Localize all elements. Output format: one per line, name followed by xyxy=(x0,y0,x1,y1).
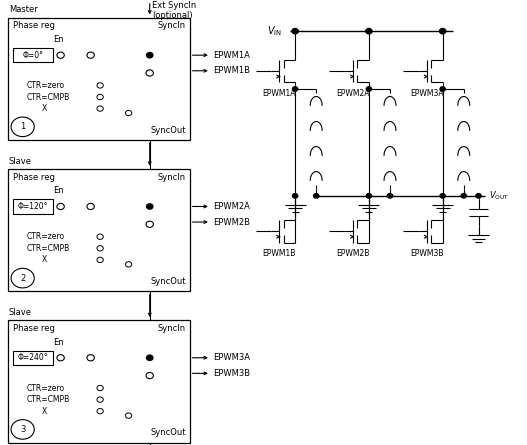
Circle shape xyxy=(11,117,34,137)
Circle shape xyxy=(314,194,319,198)
Circle shape xyxy=(292,28,298,34)
Text: CTR=CMPB: CTR=CMPB xyxy=(26,395,70,404)
Text: Slave: Slave xyxy=(9,157,32,166)
Text: EPWM2A: EPWM2A xyxy=(213,202,250,211)
Text: EPWM1A: EPWM1A xyxy=(262,89,296,98)
Text: Slave: Slave xyxy=(9,308,32,317)
Circle shape xyxy=(146,221,153,227)
Text: SyncIn: SyncIn xyxy=(158,324,186,333)
Circle shape xyxy=(97,83,103,88)
Text: En: En xyxy=(53,338,64,347)
Circle shape xyxy=(366,87,372,91)
Text: En: En xyxy=(53,35,64,44)
Circle shape xyxy=(440,87,445,91)
Bar xyxy=(13,351,53,365)
Circle shape xyxy=(476,194,481,198)
Text: EPWM3B: EPWM3B xyxy=(213,369,250,378)
Bar xyxy=(8,18,190,140)
Circle shape xyxy=(366,28,372,34)
Text: EPWM3A: EPWM3A xyxy=(410,89,444,98)
Circle shape xyxy=(57,52,64,58)
Circle shape xyxy=(366,194,372,198)
Text: $V_{\mathrm{IN}}$: $V_{\mathrm{IN}}$ xyxy=(267,24,282,38)
Text: CTR=zero: CTR=zero xyxy=(26,232,64,241)
Circle shape xyxy=(461,194,466,198)
Circle shape xyxy=(147,204,153,209)
Circle shape xyxy=(440,28,446,34)
Circle shape xyxy=(97,234,103,239)
Bar xyxy=(8,320,190,443)
Text: EPWM2B: EPWM2B xyxy=(336,249,370,258)
Text: EPWM1B: EPWM1B xyxy=(262,249,296,258)
Text: CTR=zero: CTR=zero xyxy=(26,81,64,90)
Circle shape xyxy=(146,372,153,379)
Circle shape xyxy=(87,52,94,58)
Circle shape xyxy=(97,409,103,414)
Circle shape xyxy=(147,53,153,58)
Text: X: X xyxy=(42,255,47,264)
Text: EPWM3A: EPWM3A xyxy=(213,353,250,362)
Text: EPWM2B: EPWM2B xyxy=(213,218,250,227)
Text: X: X xyxy=(42,407,47,416)
Text: SyncOut: SyncOut xyxy=(150,429,186,437)
Text: EPWM2A: EPWM2A xyxy=(336,89,370,98)
Bar xyxy=(13,199,53,214)
Text: Φ=0°: Φ=0° xyxy=(23,51,43,60)
Text: SyncIn: SyncIn xyxy=(158,173,186,182)
Text: CTR=CMPB: CTR=CMPB xyxy=(26,93,70,101)
Text: EPWM1B: EPWM1B xyxy=(213,66,250,75)
Circle shape xyxy=(57,355,64,361)
Text: SyncOut: SyncOut xyxy=(150,277,186,286)
Circle shape xyxy=(292,194,298,198)
Circle shape xyxy=(97,257,103,263)
Text: En: En xyxy=(53,186,64,195)
Circle shape xyxy=(97,94,103,100)
Circle shape xyxy=(11,268,34,288)
Text: Φ=240°: Φ=240° xyxy=(17,353,48,362)
Text: Φ=120°: Φ=120° xyxy=(18,202,48,211)
Text: EPWM1A: EPWM1A xyxy=(213,51,250,60)
Circle shape xyxy=(147,355,153,360)
Text: EPWM3B: EPWM3B xyxy=(410,249,444,258)
Text: Phase reg: Phase reg xyxy=(13,324,55,333)
Text: 1: 1 xyxy=(20,122,25,131)
Circle shape xyxy=(87,203,94,210)
Circle shape xyxy=(125,413,132,418)
Circle shape xyxy=(387,194,393,198)
Circle shape xyxy=(440,194,445,198)
Text: Master: Master xyxy=(9,5,38,14)
Text: SyncIn: SyncIn xyxy=(158,21,186,30)
Text: Ext SyncIn
(optional): Ext SyncIn (optional) xyxy=(152,1,197,20)
Circle shape xyxy=(97,385,103,391)
Circle shape xyxy=(125,110,132,116)
Circle shape xyxy=(125,262,132,267)
Text: Phase reg: Phase reg xyxy=(13,173,55,182)
Circle shape xyxy=(97,397,103,402)
Text: Phase reg: Phase reg xyxy=(13,21,55,30)
Circle shape xyxy=(146,70,153,76)
Circle shape xyxy=(292,87,298,91)
Text: SyncOut: SyncOut xyxy=(150,126,186,135)
Text: $V_{\mathrm{OUT}}$: $V_{\mathrm{OUT}}$ xyxy=(489,190,509,202)
Text: 3: 3 xyxy=(20,425,25,434)
Circle shape xyxy=(57,203,64,210)
Circle shape xyxy=(11,420,34,439)
Bar xyxy=(13,48,53,62)
Bar xyxy=(8,169,190,291)
Circle shape xyxy=(87,355,94,361)
Text: CTR=CMPB: CTR=CMPB xyxy=(26,244,70,253)
Circle shape xyxy=(97,246,103,251)
Text: X: X xyxy=(42,104,47,113)
Text: 2: 2 xyxy=(20,274,25,283)
Circle shape xyxy=(97,106,103,111)
Text: CTR=zero: CTR=zero xyxy=(26,384,64,392)
